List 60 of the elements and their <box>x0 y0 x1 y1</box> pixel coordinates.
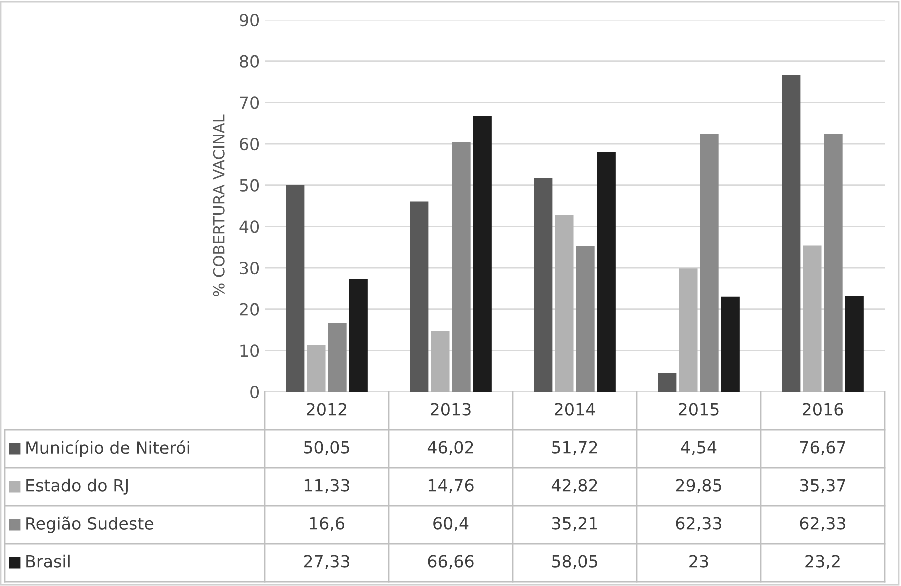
y-tick-label: 50 <box>240 179 260 192</box>
data-label: 62,33 <box>800 517 846 532</box>
bar <box>431 330 450 392</box>
legend-label: Município de Niterói <box>26 440 190 458</box>
x-tick-label: 2012 <box>307 403 347 416</box>
bar <box>782 75 801 392</box>
bar <box>307 345 326 392</box>
bar <box>452 142 471 392</box>
data-label: 27,33 <box>304 555 350 570</box>
legend-label: Região Sudeste <box>26 516 154 534</box>
data-label: 29,85 <box>676 479 722 494</box>
y-tick-label: 20 <box>240 303 260 316</box>
bar <box>349 279 368 392</box>
data-label: 23 <box>690 555 708 568</box>
data-label: 58,05 <box>552 555 598 570</box>
bar <box>473 116 492 392</box>
y-tick-label: 70 <box>240 96 260 110</box>
bar <box>700 134 719 392</box>
bar <box>803 246 822 392</box>
data-label: 14,76 <box>428 479 474 494</box>
y-tick-label: 90 <box>240 14 260 27</box>
data-label: 16,6 <box>310 517 345 532</box>
bar <box>328 323 347 392</box>
legend-label: Brasil <box>26 554 70 568</box>
bar <box>845 296 864 392</box>
data-label: 50,05 <box>304 441 350 456</box>
y-tick-label: 80 <box>240 55 260 68</box>
x-tick-label: 2013 <box>431 403 471 416</box>
bar <box>658 373 677 392</box>
y-tick-label: 10 <box>240 344 260 358</box>
bar <box>286 185 305 392</box>
y-tick-label: 30 <box>240 262 260 275</box>
data-label: 62,33 <box>676 517 722 532</box>
bar <box>576 246 595 392</box>
y-axis-title: % COBERTURA VACINAL <box>213 114 225 297</box>
bar <box>410 202 429 392</box>
data-label: 23,2 <box>806 555 840 570</box>
data-label: 4,54 <box>681 441 717 456</box>
bar <box>597 152 616 392</box>
data-label: 42,82 <box>552 479 598 494</box>
x-tick-label: 2015 <box>679 403 719 416</box>
x-tick-label: 2014 <box>555 403 596 416</box>
data-label: 35,21 <box>552 517 598 532</box>
data-label: 76,67 <box>800 441 846 456</box>
data-label: 35,37 <box>800 479 846 494</box>
data-label: 51,72 <box>552 441 598 456</box>
data-label: 46,02 <box>428 441 474 456</box>
y-tick-label: 40 <box>240 220 260 234</box>
y-tick-label: 0 <box>250 386 260 399</box>
data-label: 11,33 <box>304 479 350 494</box>
y-tick-label: 60 <box>240 138 260 151</box>
bar <box>824 134 843 392</box>
data-label: 66,66 <box>428 555 474 570</box>
legend-label: Estado do RJ <box>26 478 128 495</box>
bar <box>555 215 574 392</box>
data-label: 60,4 <box>434 517 469 532</box>
x-tick-label: 2016 <box>803 403 844 416</box>
bar <box>721 296 740 392</box>
bar <box>534 178 553 392</box>
bar <box>679 268 698 392</box>
